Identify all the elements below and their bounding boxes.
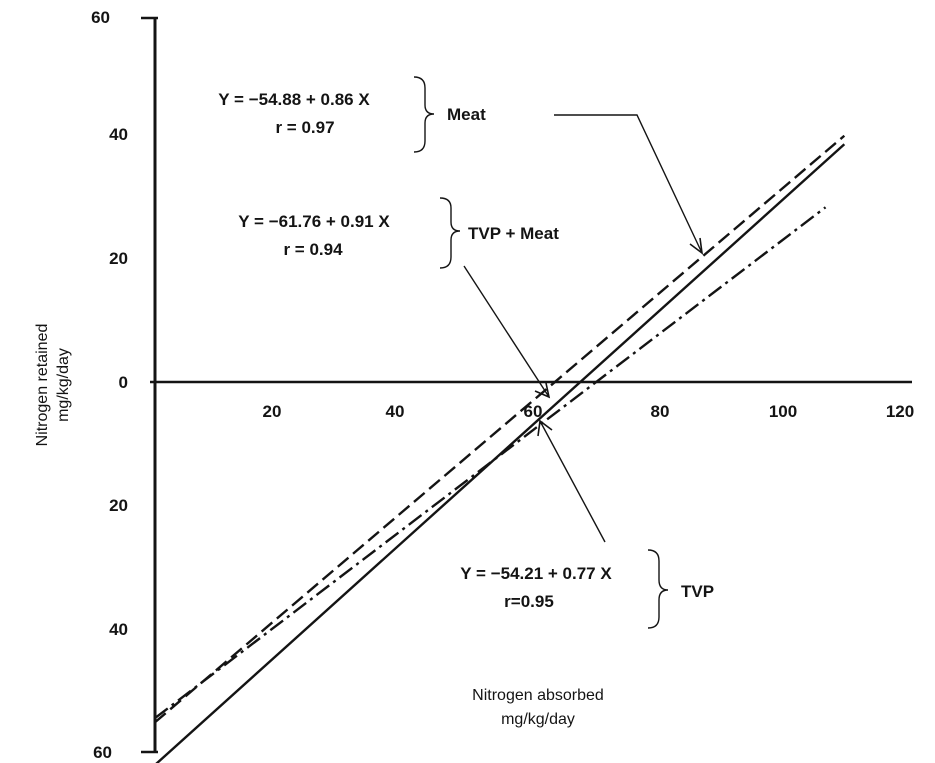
tvp-arrow (540, 421, 605, 542)
tvp-equation: Y = −54.21 + 0.77 X (460, 564, 612, 583)
tvp-meat-brace (440, 198, 460, 268)
tvp-meat-label: TVP + Meat (468, 224, 559, 243)
x-tick-labels: 20 40 60 80 100 120 (263, 402, 915, 421)
meat-brace (414, 77, 434, 152)
x-axis-title-line2: mg/kg/day (501, 711, 575, 728)
tvp-arrowhead (538, 421, 552, 436)
y-tick-label: 40 (109, 125, 128, 144)
y-axis-title-line1: Nitrogen retained (34, 324, 51, 447)
y-tick-label: 0 (119, 373, 128, 392)
x-tick-label: 20 (263, 402, 282, 421)
tvp-r-value: r=0.95 (504, 592, 554, 611)
x-axis-title-line1: Nitrogen absorbed (472, 687, 604, 704)
meat-equation: Y = −54.88 + 0.86 X (218, 90, 370, 109)
y-tick-labels: 60 40 20 0 20 40 60 (91, 8, 128, 762)
tvp-label: TVP (681, 582, 714, 601)
y-tick-label: 60 (93, 743, 112, 762)
annotation-tvp-meat: Y = −61.76 + 0.91 X r = 0.94 TVP + Meat (238, 198, 559, 397)
tvp-meat-arrow (464, 266, 549, 397)
tvp-meat-r-value: r = 0.94 (283, 240, 343, 259)
y-tick-label: 20 (109, 496, 128, 515)
y-tick-label: 60 (91, 8, 110, 27)
x-axis-title: Nitrogen absorbed mg/kg/day (472, 687, 604, 728)
y-axis-title: Nitrogen retained mg/kg/day (34, 324, 72, 447)
x-tick-label: 80 (651, 402, 670, 421)
series-line-tvp (155, 207, 826, 718)
x-tick-label: 40 (386, 402, 405, 421)
meat-r-value: r = 0.97 (275, 118, 334, 137)
x-tick-label: 120 (886, 402, 914, 421)
y-tick-label: 20 (109, 249, 128, 268)
annotation-tvp: Y = −54.21 + 0.77 X r=0.95 TVP (460, 421, 714, 628)
tvp-meat-equation: Y = −61.76 + 0.91 X (238, 212, 390, 231)
meat-arrow (554, 115, 702, 253)
y-axis-title-line2: mg/kg/day (55, 348, 72, 422)
x-tick-label: 100 (769, 402, 797, 421)
meat-label: Meat (447, 105, 486, 124)
tvp-brace (648, 550, 668, 628)
y-tick-label: 40 (109, 620, 128, 639)
